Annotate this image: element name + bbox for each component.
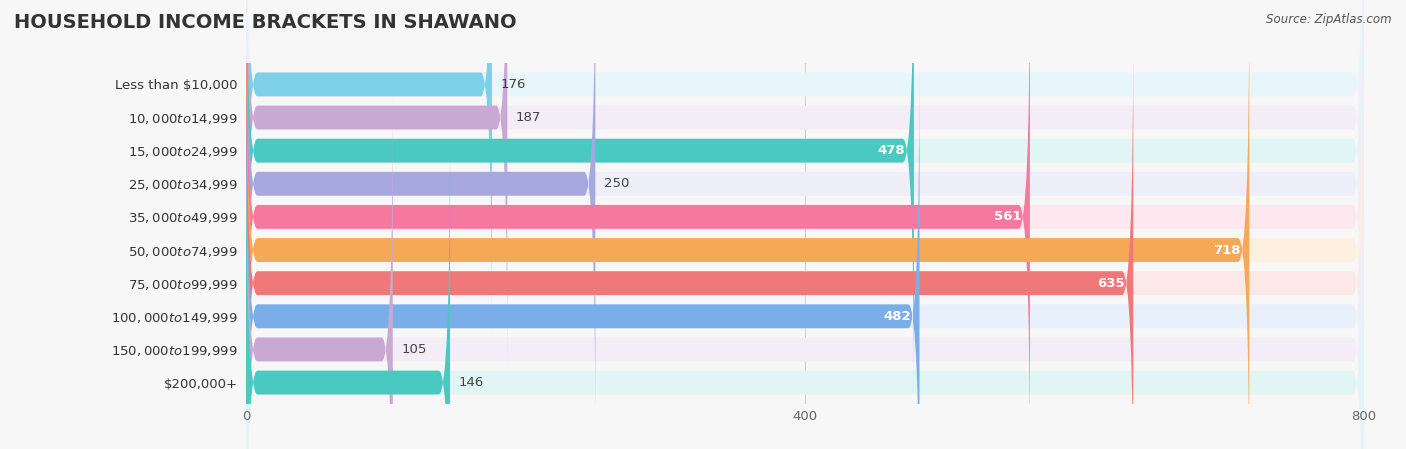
FancyBboxPatch shape xyxy=(246,0,1029,449)
FancyBboxPatch shape xyxy=(246,97,392,449)
FancyBboxPatch shape xyxy=(246,0,1250,449)
Text: 187: 187 xyxy=(516,111,541,124)
FancyBboxPatch shape xyxy=(246,63,1364,449)
FancyBboxPatch shape xyxy=(246,0,1364,437)
FancyBboxPatch shape xyxy=(246,0,492,338)
Text: 478: 478 xyxy=(877,144,905,157)
Text: 176: 176 xyxy=(501,78,526,91)
FancyBboxPatch shape xyxy=(246,0,595,437)
FancyBboxPatch shape xyxy=(246,129,1364,449)
Text: 718: 718 xyxy=(1213,243,1241,256)
FancyBboxPatch shape xyxy=(246,0,1364,404)
Text: HOUSEHOLD INCOME BRACKETS IN SHAWANO: HOUSEHOLD INCOME BRACKETS IN SHAWANO xyxy=(14,13,516,32)
FancyBboxPatch shape xyxy=(246,97,1364,449)
Text: Source: ZipAtlas.com: Source: ZipAtlas.com xyxy=(1267,13,1392,26)
Text: 105: 105 xyxy=(401,343,426,356)
FancyBboxPatch shape xyxy=(246,0,914,404)
FancyBboxPatch shape xyxy=(246,129,450,449)
FancyBboxPatch shape xyxy=(246,63,920,449)
Text: 635: 635 xyxy=(1097,277,1125,290)
Text: 561: 561 xyxy=(994,211,1022,224)
FancyBboxPatch shape xyxy=(246,0,1364,338)
Text: 146: 146 xyxy=(458,376,484,389)
FancyBboxPatch shape xyxy=(246,0,1364,449)
FancyBboxPatch shape xyxy=(246,0,508,370)
FancyBboxPatch shape xyxy=(246,30,1133,449)
Text: 482: 482 xyxy=(883,310,911,323)
Text: 250: 250 xyxy=(603,177,628,190)
FancyBboxPatch shape xyxy=(246,0,1364,449)
FancyBboxPatch shape xyxy=(246,0,1364,370)
FancyBboxPatch shape xyxy=(246,30,1364,449)
